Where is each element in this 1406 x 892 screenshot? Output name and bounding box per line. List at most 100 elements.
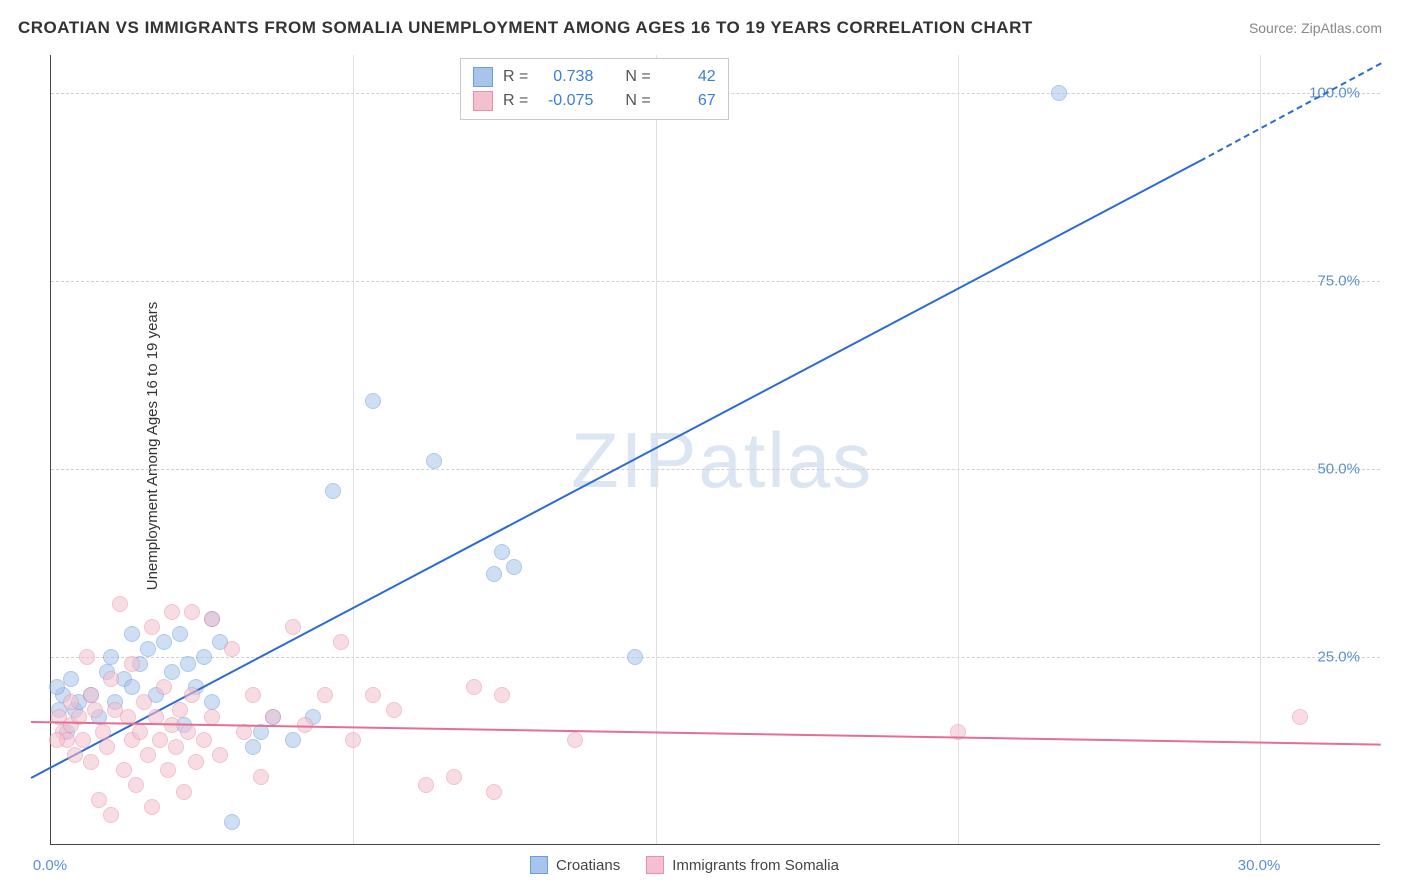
data-point: [124, 656, 140, 672]
data-point: [67, 747, 83, 763]
data-point: [79, 649, 95, 665]
source-prefix: Source:: [1249, 20, 1301, 36]
data-point: [152, 732, 168, 748]
data-point: [172, 702, 188, 718]
data-point: [494, 687, 510, 703]
data-point: [204, 694, 220, 710]
x-tick-label: 30.0%: [1238, 857, 1281, 874]
data-point: [365, 687, 381, 703]
stat-swatch: [473, 67, 493, 87]
data-point: [172, 626, 188, 642]
data-point: [567, 732, 583, 748]
y-tick-label: 50.0%: [1317, 460, 1360, 477]
stat-r-label: R =: [503, 92, 528, 110]
data-point: [112, 596, 128, 612]
data-point: [124, 679, 140, 695]
data-point: [486, 784, 502, 800]
gridline-vertical: [656, 55, 657, 844]
stat-n-label: N =: [625, 68, 650, 86]
data-point: [116, 762, 132, 778]
data-point: [1051, 85, 1067, 101]
stat-r-value: -0.075: [538, 92, 593, 110]
data-point: [317, 687, 333, 703]
data-point: [446, 769, 462, 785]
data-point: [87, 702, 103, 718]
data-point: [224, 814, 240, 830]
y-tick-label: 25.0%: [1317, 648, 1360, 665]
x-tick-label: 0.0%: [33, 857, 67, 874]
data-point: [494, 544, 510, 560]
data-point: [103, 671, 119, 687]
data-point: [180, 724, 196, 740]
data-point: [212, 747, 228, 763]
series-swatch: [646, 856, 664, 874]
data-point: [136, 694, 152, 710]
data-point: [418, 777, 434, 793]
data-point: [1292, 709, 1308, 725]
trend-line-dashed: [1199, 63, 1381, 163]
series-swatch: [530, 856, 548, 874]
stat-r-label: R =: [503, 68, 528, 86]
data-point: [164, 664, 180, 680]
data-point: [49, 732, 65, 748]
data-point: [325, 483, 341, 499]
data-point: [345, 732, 361, 748]
data-point: [245, 687, 261, 703]
data-point: [95, 724, 111, 740]
data-point: [83, 754, 99, 770]
data-point: [285, 732, 301, 748]
data-point: [627, 649, 643, 665]
data-point: [103, 807, 119, 823]
data-point: [180, 656, 196, 672]
gridline-vertical: [1260, 55, 1261, 844]
data-point: [245, 739, 261, 755]
series-label: Immigrants from Somalia: [672, 857, 839, 874]
series-label: Croatians: [556, 857, 620, 874]
gridline-horizontal: [51, 281, 1380, 282]
data-point: [140, 641, 156, 657]
gridline-horizontal: [51, 469, 1380, 470]
watermark: ZIPatlas: [571, 415, 873, 506]
data-point: [196, 732, 212, 748]
series-legend: Croatians Immigrants from Somalia: [530, 856, 839, 874]
data-point: [128, 777, 144, 793]
stat-n-value: 67: [661, 92, 716, 110]
data-point: [49, 679, 65, 695]
data-point: [144, 619, 160, 635]
data-point: [91, 792, 107, 808]
data-point: [196, 649, 212, 665]
series-legend-item: Croatians: [530, 856, 620, 874]
data-point: [184, 687, 200, 703]
plot-area: ZIPatlas 25.0%50.0%75.0%100.0%: [50, 55, 1380, 845]
stat-legend-row: R = -0.075 N = 67: [473, 89, 716, 113]
data-point: [224, 641, 240, 657]
data-point: [466, 679, 482, 695]
data-point: [83, 687, 99, 703]
data-point: [63, 694, 79, 710]
data-point: [333, 634, 349, 650]
chart-title: CROATIAN VS IMMIGRANTS FROM SOMALIA UNEM…: [18, 18, 1033, 38]
data-point: [99, 739, 115, 755]
correlation-stats-legend: R =0.738N =42R =-0.075N =67: [460, 58, 729, 120]
gridline-horizontal: [51, 657, 1380, 658]
data-point: [285, 619, 301, 635]
data-point: [75, 732, 91, 748]
trend-line: [30, 160, 1200, 779]
stat-legend-row: R =0.738N =42: [473, 65, 716, 89]
data-point: [365, 393, 381, 409]
data-point: [204, 709, 220, 725]
stat-n-label: N =: [625, 92, 650, 110]
data-point: [164, 604, 180, 620]
stat-r-value: 0.738: [538, 68, 593, 86]
data-point: [168, 739, 184, 755]
data-point: [132, 724, 148, 740]
data-point: [506, 559, 522, 575]
data-point: [160, 762, 176, 778]
source-name: ZipAtlas.com: [1301, 20, 1382, 36]
data-point: [140, 747, 156, 763]
data-point: [426, 453, 442, 469]
stat-swatch: [473, 91, 493, 111]
watermark-atlas: atlas: [698, 416, 873, 504]
data-point: [386, 702, 402, 718]
data-point: [103, 649, 119, 665]
